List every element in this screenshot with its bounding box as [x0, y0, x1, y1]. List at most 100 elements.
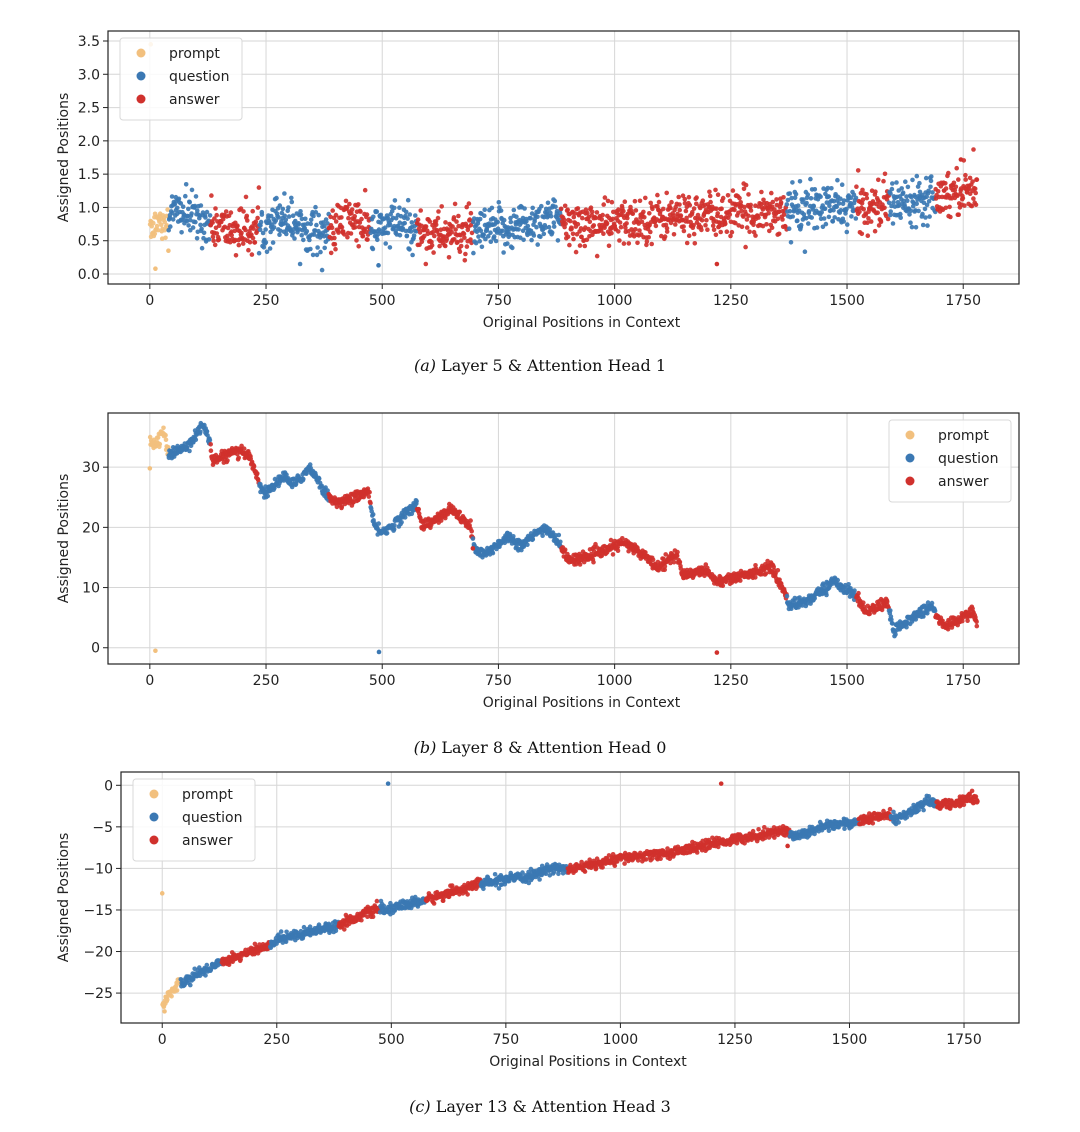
point-question	[304, 229, 310, 234]
point-answer	[210, 220, 215, 225]
chart-a: 0 250 500 750 1000 1250 1500 17500.00.51.01.52.…	[56, 30, 1020, 375]
point-question	[489, 205, 495, 211]
point-question	[555, 238, 561, 243]
point-question	[531, 233, 537, 238]
point-answer	[606, 243, 612, 249]
point-answer	[778, 200, 784, 205]
point-answer	[641, 209, 646, 215]
point-answer	[860, 197, 866, 202]
point-answer	[664, 229, 670, 234]
x-tick-label: 1750	[945, 293, 981, 309]
point-question	[928, 184, 933, 190]
point-question	[929, 174, 934, 179]
point-answer	[708, 199, 713, 205]
point-question	[261, 245, 267, 250]
point-question	[921, 614, 926, 619]
point-answer	[247, 239, 253, 245]
x-axis-label: Original Positions in Context	[483, 695, 681, 711]
point-question	[378, 212, 384, 218]
point-answer	[565, 207, 570, 212]
point-question	[852, 588, 857, 593]
point-question	[282, 213, 288, 219]
point-answer	[229, 233, 234, 238]
point-question	[836, 201, 842, 206]
point-answer	[349, 211, 354, 216]
point-answer	[935, 189, 941, 194]
point-question	[407, 247, 412, 252]
point-answer	[436, 209, 441, 214]
point-answer	[365, 237, 370, 242]
point-question	[323, 217, 329, 222]
point-answer	[415, 217, 421, 222]
point-question	[299, 216, 305, 222]
point-question	[804, 200, 809, 206]
point-answer	[366, 494, 372, 499]
point-question	[270, 240, 276, 245]
point-question	[805, 192, 811, 197]
point-answer	[225, 458, 230, 463]
point-answer	[328, 250, 334, 256]
legend-marker-prompt	[136, 48, 146, 58]
point-question	[292, 236, 297, 241]
point-answer	[582, 243, 588, 249]
point-question	[540, 533, 545, 538]
point-question	[397, 205, 402, 210]
point-question	[481, 886, 486, 892]
point-question	[806, 221, 811, 226]
point-question	[903, 179, 908, 184]
point-answer-outlier	[714, 650, 720, 655]
point-answer	[362, 187, 368, 193]
y-tick-label: 3.5	[78, 34, 100, 50]
legend-label-question: question	[169, 69, 229, 85]
point-answer	[462, 258, 468, 263]
point-answer	[575, 206, 581, 211]
point-answer	[591, 223, 597, 228]
point-answer	[866, 216, 871, 221]
point-answer	[348, 231, 354, 236]
point-answer	[468, 518, 473, 523]
caption-text: Layer 5 & Attention Head 1	[436, 356, 666, 375]
point-answer	[780, 217, 785, 222]
point-answer	[730, 188, 736, 193]
point-answer	[562, 203, 568, 209]
point-question-outlier	[376, 263, 381, 268]
point-question	[383, 241, 389, 246]
point-answer	[569, 226, 574, 232]
point-answer	[633, 208, 639, 213]
x-tick-label: 250	[253, 673, 280, 689]
point-question	[534, 224, 539, 230]
point-answer	[859, 231, 865, 237]
point-answer	[336, 230, 341, 235]
point-question	[845, 222, 850, 227]
point-answer	[452, 237, 457, 242]
y-tick-label: 30	[82, 460, 100, 476]
point-answer	[462, 235, 467, 240]
point-question	[311, 213, 316, 219]
point-prompt	[154, 223, 160, 229]
point-question	[256, 250, 262, 256]
point-answer	[621, 241, 627, 246]
point-question	[785, 197, 791, 203]
point-question	[909, 224, 915, 230]
point-question	[910, 177, 915, 183]
point-answer	[967, 186, 972, 191]
point-question	[525, 223, 531, 229]
point-answer	[676, 194, 681, 200]
point-answer	[876, 223, 882, 228]
point-answer	[756, 215, 761, 220]
y-tick-label: 2.0	[78, 134, 100, 150]
point-question	[535, 214, 540, 220]
point-prompt-outlier	[147, 466, 153, 471]
point-question	[923, 175, 929, 181]
point-answer	[624, 221, 629, 226]
point-question	[169, 194, 175, 199]
point-answer	[458, 243, 464, 249]
point-question	[301, 237, 306, 243]
point-question	[276, 215, 281, 220]
point-answer	[711, 227, 717, 233]
point-question	[888, 191, 893, 196]
point-answer	[416, 226, 422, 232]
point-answer	[253, 219, 259, 224]
point-answer	[684, 240, 690, 246]
point-answer	[609, 230, 614, 236]
